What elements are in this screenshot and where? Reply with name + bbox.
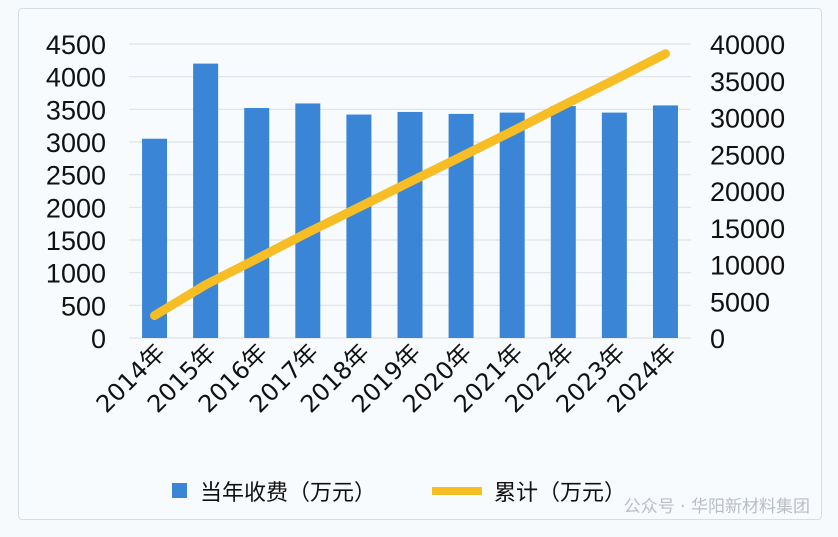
left-axis-tick-label: 4500	[46, 30, 106, 60]
right-axis-tick-label: 5000	[710, 287, 770, 317]
right-axis-tick-label: 25000	[710, 140, 785, 170]
bar-2024年	[652, 105, 678, 338]
left-axis-tick-label: 1000	[46, 259, 106, 289]
left-axis-tick-label: 0	[91, 324, 106, 354]
left-axis-tick-label: 2000	[46, 193, 106, 223]
legend-bar-label: 当年收费（万元）	[200, 481, 376, 506]
right-axis-tick-label: 30000	[710, 104, 785, 134]
left-axis-tick-label: 3500	[46, 95, 106, 125]
bar-2017年	[295, 103, 321, 338]
right-axis-tick-label: 10000	[710, 251, 785, 281]
right-axis-tick-label: 40000	[710, 30, 785, 60]
right-axis-tick-label: 20000	[710, 177, 785, 207]
left-axis-tick-label: 500	[61, 291, 106, 321]
left-axis-tick-label: 1500	[46, 226, 106, 256]
bar-2019年	[397, 111, 423, 339]
right-axis-tick-label: 15000	[710, 214, 785, 244]
legend-line-label: 累计（万元）	[494, 481, 626, 506]
bar-2015年	[193, 63, 219, 338]
bar-2021年	[499, 112, 525, 338]
watermark: 公众号 · 华阳新材料集团	[623, 497, 810, 517]
legend-bar-swatch	[172, 483, 187, 498]
right-axis-tick-label: 0	[710, 324, 725, 354]
bar-2014年	[142, 138, 168, 338]
bar-2018年	[346, 114, 372, 338]
right-axis-tick-label: 35000	[710, 67, 785, 97]
bar-2022年	[550, 106, 576, 338]
left-axis-tick-label: 3000	[46, 128, 106, 158]
left-axis-tick-label: 4000	[46, 63, 106, 93]
cumulative-line	[150, 49, 670, 321]
left-axis-tick-label: 2500	[46, 161, 106, 191]
bar-2023年	[601, 112, 627, 338]
bar-2016年	[244, 108, 270, 338]
